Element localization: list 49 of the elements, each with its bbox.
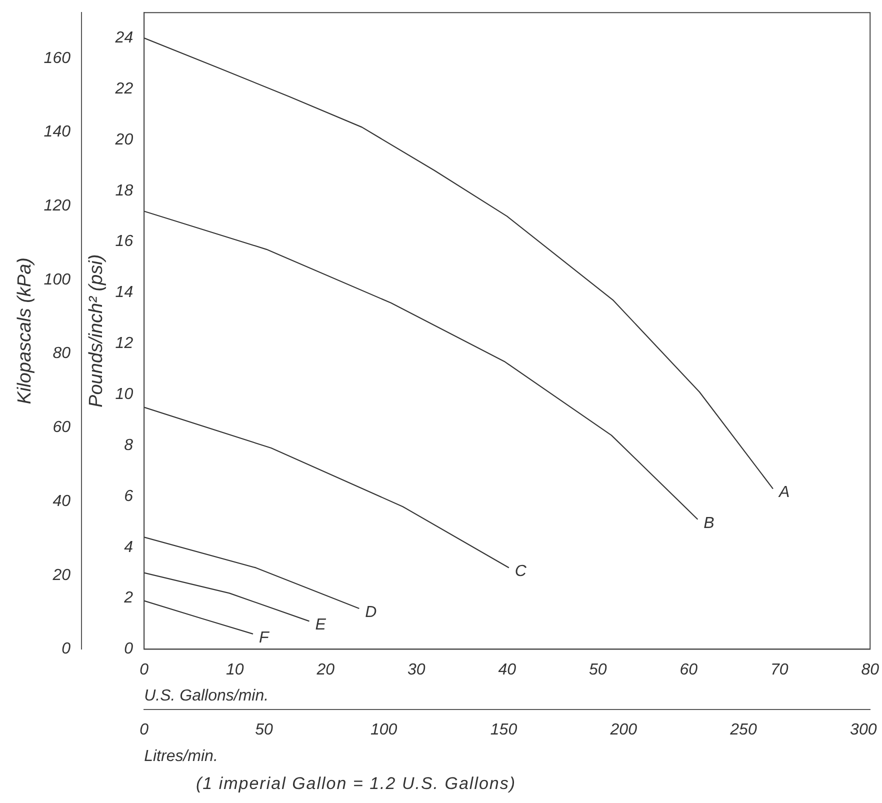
x2-tick-label: 0 [140, 722, 149, 739]
y-tick-label: 4 [124, 538, 134, 556]
x-tick-label: 80 [861, 661, 880, 678]
y-tick-label: 12 [115, 335, 134, 352]
series-label: F [258, 629, 270, 646]
y2-axis-title: Kilopascals (kPa) [14, 258, 36, 404]
y-tick-label: 2 [123, 590, 134, 607]
y-tick-label: 6 [124, 488, 134, 505]
x-tick-label: 10 [226, 661, 244, 678]
x2-tick-label: 100 [370, 722, 398, 739]
y-tick-label: 22 [114, 80, 134, 98]
y-tick-label: 16 [115, 233, 134, 250]
series-label: A [778, 484, 790, 502]
text: (1 imperial Gallon = 1.2 U.S. Gallons) [196, 774, 516, 794]
y-tick-label: 8 [124, 436, 134, 454]
x-tick-label: 50 [588, 661, 607, 678]
y-tick-label: 14 [115, 284, 134, 302]
series-label: D [365, 604, 378, 621]
x2-tick-label: 200 [609, 722, 638, 739]
y-tick-label: 24 [114, 30, 134, 47]
x2-tick-label: 300 [850, 722, 877, 739]
y2-tick-label: 120 [44, 198, 71, 215]
y-axis-title: Pounds/inch² (psi) [86, 254, 108, 408]
y2-tick-label: 0 [62, 640, 71, 658]
series-label: E [315, 616, 326, 634]
y2-tick-label: 100 [44, 271, 71, 288]
x2-axis-title: Litres/min. [144, 748, 218, 765]
y2-tick-label: 60 [52, 419, 71, 436]
y2-tick-label: 160 [44, 50, 71, 67]
x-axis-title: U.S. Gallons/min. [144, 687, 269, 704]
y2-tick-label: 40 [52, 492, 71, 510]
y2-tick-label: 20 [52, 566, 71, 584]
x-tick-label: 40 [498, 661, 516, 678]
y2-tick-label: 80 [52, 345, 71, 362]
y2-tick-label: 140 [44, 124, 71, 141]
series-label: B [704, 514, 715, 532]
series-label: C [514, 563, 527, 580]
x-tick-label: 70 [770, 661, 788, 678]
x-tick-label: 0 [140, 661, 149, 678]
x2-tick-label: 250 [729, 722, 757, 739]
y-tick-label: 0 [124, 640, 134, 658]
x-tick-label: 30 [407, 661, 426, 678]
x2-tick-label: 150 [490, 722, 518, 739]
x2-tick-label: 50 [255, 722, 273, 739]
y-tick-label: 10 [115, 386, 134, 404]
y-tick-label: 18 [115, 182, 134, 200]
x-tick-label: 20 [316, 661, 335, 678]
y-tick-label: 20 [114, 131, 134, 148]
x-tick-label: 60 [680, 661, 698, 678]
